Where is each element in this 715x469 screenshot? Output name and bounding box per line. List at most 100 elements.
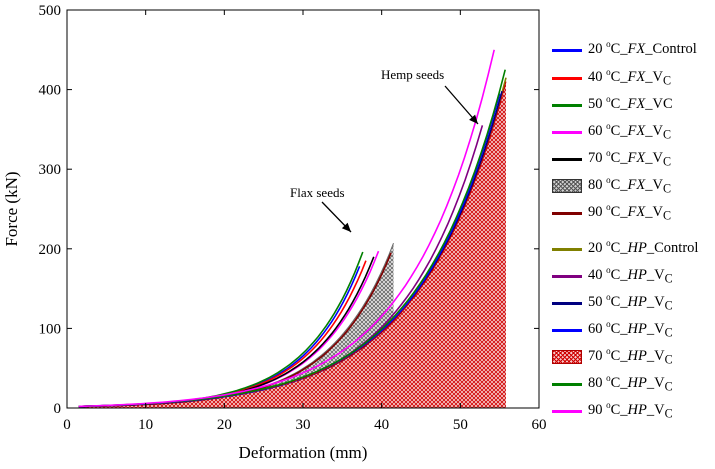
x-tick-label: 50 (453, 417, 468, 433)
legend-label-deg: o (606, 202, 611, 213)
legend-label: 40 oC_FX_VC (588, 67, 671, 89)
legend-swatch (552, 328, 582, 332)
legend-label-deg: o (606, 346, 611, 357)
legend-label-unit: C_ (610, 203, 628, 220)
y-tick-label: 100 (39, 321, 62, 337)
annotation-label: Flax seeds (290, 185, 345, 200)
legend-label-code: FX (627, 203, 646, 220)
legend-label-deg: o (606, 121, 611, 132)
legend-label-deg: o (606, 175, 611, 186)
y-axis-label: Force (kN) (2, 171, 21, 246)
legend-label-unit: C_ (610, 293, 628, 310)
legend-label-sub: C (664, 298, 673, 313)
legend-label-deg: o (606, 39, 611, 50)
x-tick-label: 20 (217, 417, 232, 433)
legend-label-unit: C_ (610, 40, 628, 57)
x-tick-label: 10 (138, 417, 153, 433)
legend-label-sub: C (663, 154, 672, 169)
legend-label-temp: 20 (588, 40, 607, 57)
x-tick-label: 40 (374, 417, 389, 433)
legend-swatch (552, 179, 582, 193)
legend-label-sub: C (663, 73, 672, 88)
legend-label-unit: C_ (610, 68, 628, 85)
legend-swatch (552, 409, 582, 413)
legend-label-deg: o (606, 400, 611, 411)
legend-label-deg: o (606, 319, 611, 330)
legend-label-deg: o (606, 292, 611, 303)
legend-label-code: HP (627, 266, 647, 283)
legend-label-suffix: _V (645, 68, 663, 85)
legend-label-temp: 50 (588, 95, 607, 112)
legend-item: 70 oC_HP_VC (552, 346, 673, 367)
legend-item: 20 oC_FX_Control (552, 39, 697, 60)
legend-item: 20 oC_HP_Control (552, 238, 699, 259)
legend-label-code: FX (627, 122, 646, 139)
legend-label-deg: o (606, 148, 611, 159)
annotation-arrowhead (469, 114, 478, 124)
legend-item: 40 oC_HP_VC (552, 265, 673, 286)
legend-label-suffix: _V (646, 266, 665, 283)
legend-label-sub: C (664, 406, 673, 421)
legend-label-deg: o (606, 265, 611, 276)
legend-label-suffix: _V (645, 149, 663, 166)
legend-swatch (552, 48, 582, 52)
legend-label-unit: C_ (610, 320, 628, 337)
legend-label-deg: o (606, 238, 611, 249)
legend-label: 80 oC_FX_VC (588, 175, 671, 197)
y-tick-label: 0 (54, 401, 62, 417)
legend-label-unit: C_ (610, 149, 628, 166)
legend-label-sub: C (663, 208, 672, 223)
legend-label: 70 oC_FX_VC (588, 148, 671, 170)
legend-label-suffix: _V (646, 347, 665, 364)
legend-label-suffix: _V (645, 176, 663, 193)
legend-label: 50 oC_HP_VC (588, 292, 673, 314)
y-tick-label: 300 (39, 162, 62, 178)
x-tick-label: 60 (532, 417, 547, 433)
legend-label-suffix: _V (646, 401, 665, 418)
legend-label-unit: C_ (610, 239, 628, 256)
legend-label-temp: 80 (588, 374, 607, 391)
legend-label-temp: 70 (588, 347, 607, 364)
legend-label-deg: o (606, 94, 611, 105)
legend-label-unit: C_ (610, 176, 628, 193)
annotation-arrowhead (341, 222, 351, 232)
legend-label-temp: 60 (588, 320, 607, 337)
legend-label-suffix: _Control (646, 239, 699, 256)
legend-label-temp: 50 (588, 293, 607, 310)
legend-label-unit: C_ (610, 401, 628, 418)
legend-label-temp: 60 (588, 122, 607, 139)
legend-label-code: HP (627, 401, 647, 418)
legend-swatch (552, 301, 582, 305)
legend-label-code: HP (627, 374, 647, 391)
legend-label-temp: 90 (588, 401, 607, 418)
legend-label-code: FX (627, 40, 646, 57)
series-area-70-c-hp-vc (78, 81, 507, 408)
legend-label: 50 oC_FX_VC (588, 94, 673, 116)
legend-label-sub: C (663, 127, 672, 142)
legend-swatch (552, 103, 582, 107)
legend-label-code: FX (627, 68, 646, 85)
legend-item: 60 oC_HP_VC (552, 319, 673, 340)
x-tick-label: 0 (63, 417, 71, 433)
legend-swatch (552, 211, 582, 215)
x-axis-label: Deformation (mm) (239, 443, 368, 462)
legend-label-temp: 90 (588, 203, 607, 220)
x-tick-label: 30 (296, 417, 311, 433)
legend-item: 80 oC_HP_VC (552, 373, 673, 394)
legend-label-suffix: _Control (645, 40, 697, 57)
legend-label-suffix: _V (645, 122, 663, 139)
legend-swatch (552, 350, 582, 364)
legend-label-temp: 40 (588, 68, 607, 85)
legend-label-unit: C_ (610, 95, 628, 112)
legend-label-code: FX (627, 149, 646, 166)
legend-label-deg: o (606, 67, 611, 78)
legend-item: 50 oC_HP_VC (552, 292, 673, 314)
legend-label-suffix: _V (646, 320, 665, 337)
legend-item: 90 oC_FX_VC (552, 202, 672, 223)
legend-swatch (552, 274, 582, 278)
legend-label-deg: o (606, 373, 611, 384)
y-tick-label: 400 (39, 83, 62, 99)
legend-item: 40 oC_FX_VC (552, 67, 671, 89)
legend-swatch (552, 130, 582, 134)
